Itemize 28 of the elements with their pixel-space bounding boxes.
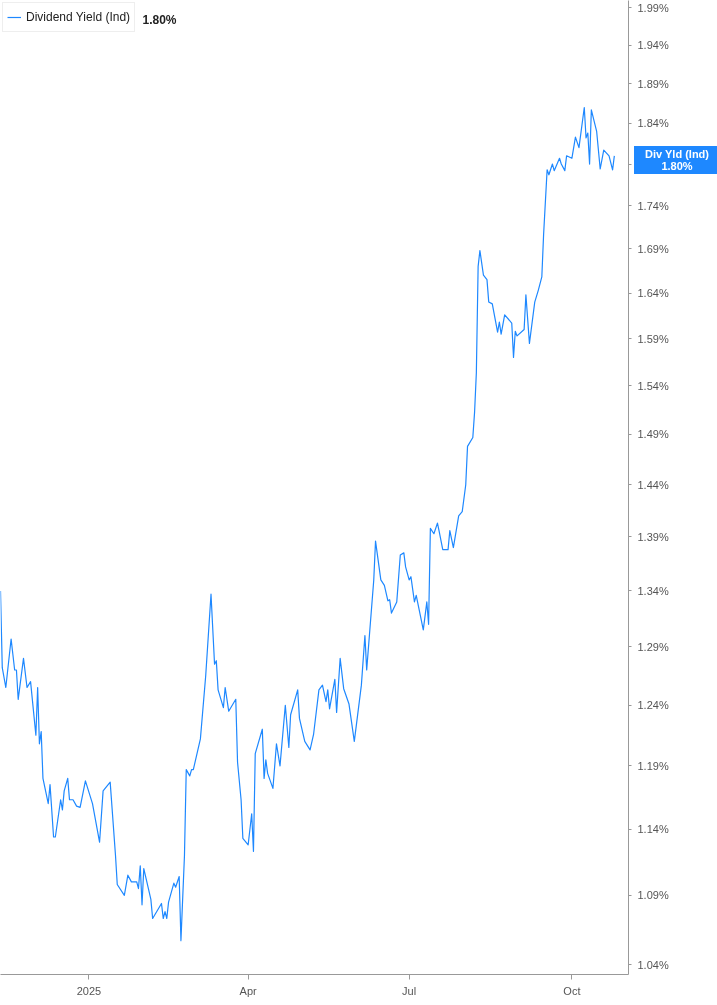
- y-tick-label: 1.39%: [637, 530, 669, 543]
- y-tick-label: 1.34%: [637, 584, 669, 597]
- legend-label: Dividend Yield (Ind): [26, 10, 131, 24]
- x-tick-label: Apr: [239, 984, 258, 997]
- x-tick-label: Jul: [402, 984, 417, 997]
- y-tick-label: 1.49%: [637, 428, 669, 441]
- y-tick-label: 1.94%: [637, 39, 669, 52]
- text: 1.80%: [661, 160, 693, 172]
- y-tick-label: 1.09%: [637, 889, 669, 902]
- line-series: [0, 106, 615, 942]
- y-tick-label: 1.69%: [637, 242, 669, 255]
- y-tick-label: 1.24%: [637, 699, 669, 712]
- y-tick-label: 1.64%: [637, 287, 669, 300]
- x-tick-label: Oct: [563, 984, 581, 997]
- x-tick-label: 2025: [76, 984, 102, 997]
- text: Div Yld (Ind): [645, 148, 709, 160]
- y-tick-label: 1.84%: [637, 117, 669, 130]
- y-tick-label: 1.59%: [637, 332, 669, 345]
- y-tick-label: 1.89%: [637, 77, 669, 90]
- y-tick-label: 1.99%: [637, 1, 669, 14]
- y-tick-label: 1.14%: [637, 823, 669, 836]
- y-tick-label: 1.74%: [637, 199, 669, 212]
- y-tick-label: 1.04%: [637, 958, 669, 971]
- annotation: 1.80%: [142, 12, 177, 27]
- y-tick-label: 1.44%: [637, 478, 669, 491]
- y-tick-label: 1.19%: [637, 759, 669, 772]
- y-tick-label: 1.54%: [637, 379, 669, 392]
- y-tick-label: 1.29%: [637, 640, 669, 653]
